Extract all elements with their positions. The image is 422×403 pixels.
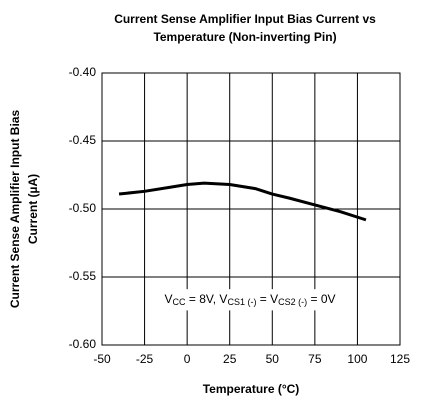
x-tick-label: -50 bbox=[93, 352, 111, 366]
annotation-subscript: CS2 (-) bbox=[278, 297, 307, 307]
x-tick-label: -25 bbox=[136, 352, 154, 366]
x-tick-label: 0 bbox=[184, 352, 191, 366]
x-tick-label: 50 bbox=[266, 352, 280, 366]
x-tick-label: 125 bbox=[390, 352, 410, 366]
chart-title: Temperature (Non-inverting Pin) bbox=[153, 30, 336, 44]
x-tick-label: 75 bbox=[308, 352, 322, 366]
y-tick-label: -0.60 bbox=[69, 337, 97, 351]
annotation-subscript: CS1 (-) bbox=[227, 297, 256, 307]
y-axis-label: Current (µA) bbox=[26, 174, 40, 244]
annotation: VCC = 8V, VCS1 (-) = VCS2 (-) = 0V bbox=[165, 292, 336, 307]
x-axis-label: Temperature (°C) bbox=[203, 382, 300, 396]
data-line bbox=[118, 181, 367, 222]
annotation-text: = V bbox=[256, 292, 278, 306]
x-tick-label: 100 bbox=[347, 352, 367, 366]
annotation-text: V bbox=[165, 292, 173, 306]
y-tick-label: -0.50 bbox=[69, 201, 97, 215]
y-tick-label: -0.55 bbox=[69, 269, 97, 283]
chart-title: Current Sense Amplifier Input Bias Curre… bbox=[114, 12, 376, 26]
y-axis-label-group: Current Sense Amplifier Input Bias Curre… bbox=[8, 110, 40, 309]
y-tick-label: -0.45 bbox=[69, 133, 97, 147]
annotation-subscript: CC bbox=[173, 297, 186, 307]
y-tick-label: -0.40 bbox=[69, 65, 97, 79]
annotation-text: = 8V, V bbox=[186, 292, 228, 306]
x-tick-label: 25 bbox=[223, 352, 237, 366]
y-axis-label: Current Sense Amplifier Input Bias bbox=[8, 110, 22, 309]
annotation-text: = 0V bbox=[307, 292, 335, 306]
annotation-box bbox=[158, 289, 342, 311]
